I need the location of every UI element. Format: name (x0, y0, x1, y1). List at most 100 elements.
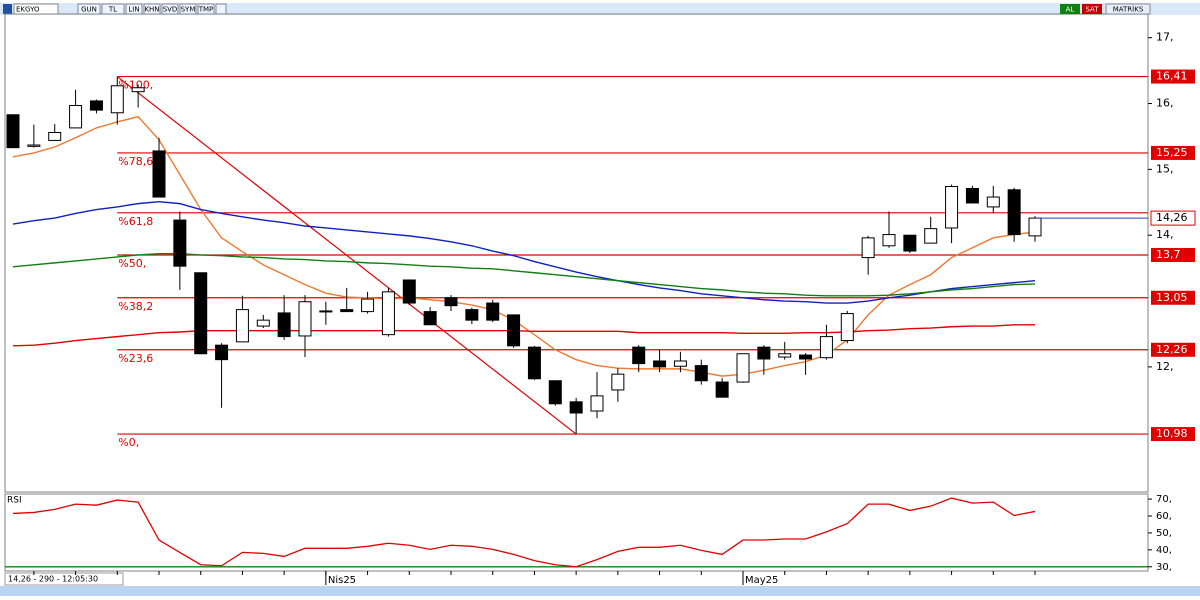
action-label: AL (1066, 6, 1075, 14)
y-tick-label: 16, (1156, 97, 1174, 110)
fib-name: %38,2 (118, 300, 153, 313)
candle-body (319, 310, 333, 313)
toolbar-button-label: LIN (128, 6, 139, 14)
x-tick-label: May25 (745, 575, 778, 586)
price-label-box (1151, 145, 1195, 160)
toolbar-button-label: GUN (81, 6, 97, 14)
toolbar-button-label: TL (108, 6, 117, 14)
rsi-tick-label: 70, (1156, 494, 1172, 505)
toolbar-button[interactable] (101, 3, 125, 15)
price-label: 12,26 (1156, 343, 1188, 356)
y-tick-label: 17, (1156, 31, 1174, 44)
candle-body (548, 380, 562, 405)
candle-body (277, 312, 291, 338)
candle-body (27, 144, 41, 147)
toolbar-button[interactable] (77, 3, 101, 15)
price-panel (4, 13, 1149, 493)
price-label: 13,7 (1156, 248, 1181, 261)
candle-body (778, 353, 792, 358)
last-price-box (1150, 210, 1196, 226)
last-price-label: 14,26 (1156, 211, 1188, 224)
candle-body (611, 373, 625, 391)
price-label: 13,05 (1156, 291, 1188, 304)
x-tick-label: Nis25 (328, 575, 356, 586)
toolbar-button-label: SYM (181, 6, 196, 14)
status-box (4, 572, 124, 586)
moving-average (12, 115, 1036, 377)
toolbar-button[interactable] (125, 3, 143, 15)
fib-name: %23,6 (118, 352, 153, 365)
action-button[interactable] (1082, 4, 1102, 14)
rsi-title: RSI (7, 496, 22, 506)
candle-body (924, 228, 938, 244)
toolbar-button[interactable] (161, 3, 179, 15)
price-label-box (1151, 290, 1195, 305)
rsi-tick-label: 30, (1156, 562, 1172, 573)
candle-body (986, 196, 1000, 208)
rsi-tick-label: 40, (1156, 545, 1172, 556)
candle-body (653, 360, 667, 368)
candle-body (715, 381, 729, 398)
candle-body (444, 297, 458, 307)
candle-body (69, 105, 83, 129)
price-label: 10,98 (1156, 427, 1188, 440)
bottom-bar (0, 586, 1200, 596)
toolbar-button[interactable] (197, 3, 215, 15)
toolbar-button[interactable] (143, 3, 161, 15)
fib-name: %50, (118, 257, 146, 270)
brand-box[interactable] (1105, 3, 1151, 15)
symbol-box[interactable] (13, 3, 59, 15)
candle-body (465, 309, 479, 321)
candle-body (402, 279, 416, 304)
candle-body (903, 234, 917, 252)
candle-body (569, 401, 583, 414)
action-button[interactable] (1060, 4, 1080, 14)
brand: MATRİKS (1113, 5, 1144, 14)
y-tick-label: 14, (1156, 228, 1174, 241)
candle-body (340, 309, 354, 313)
status-text: 14,26 - 290 - 12:05:30 (8, 575, 98, 584)
price-label-box (1151, 427, 1195, 442)
fib-trend (116, 76, 577, 435)
candle-body (235, 309, 249, 343)
toolbar-button-label: TMP (198, 6, 214, 14)
y-tick-label: 12, (1156, 360, 1174, 373)
candle-body (256, 319, 270, 327)
candle-body (215, 344, 229, 361)
dropdown[interactable] (215, 3, 227, 15)
candle-body (361, 298, 375, 313)
candle-body (381, 291, 395, 336)
toolbar-button[interactable] (179, 3, 197, 15)
candle-body (694, 365, 708, 382)
toolbar-button-label: SVD (163, 6, 178, 14)
price-label-box (1151, 69, 1195, 84)
y-tick-label: 15, (1156, 162, 1174, 175)
candle-body (819, 336, 833, 359)
fib-name: %61,8 (118, 215, 153, 228)
rsi-tick-label: 50, (1156, 528, 1172, 539)
candle-body (298, 301, 312, 337)
symbol: EKGYO (16, 6, 40, 14)
candle-body (632, 346, 646, 365)
candle-body (152, 150, 166, 198)
candle-body (736, 353, 750, 383)
candle-body (89, 100, 103, 111)
menu-icon[interactable] (3, 4, 12, 14)
candle-body (1007, 189, 1021, 236)
toolbar-button-label: KHN (144, 6, 159, 14)
price-label: 16,41 (1156, 70, 1188, 83)
toolbar-bg (0, 3, 1200, 15)
rsi-tick-label: 60, (1156, 511, 1172, 522)
candle-body (507, 314, 521, 347)
fib-name: %0, (118, 436, 139, 449)
fib-name: %78,6 (118, 155, 153, 168)
candle-body (6, 114, 20, 149)
candle-body (882, 234, 896, 247)
candle-body (486, 302, 500, 321)
candle-body (945, 186, 959, 229)
moving-average (12, 200, 1036, 304)
candle-body (757, 346, 771, 360)
candle-body (527, 346, 541, 380)
moving-average (12, 324, 1035, 347)
